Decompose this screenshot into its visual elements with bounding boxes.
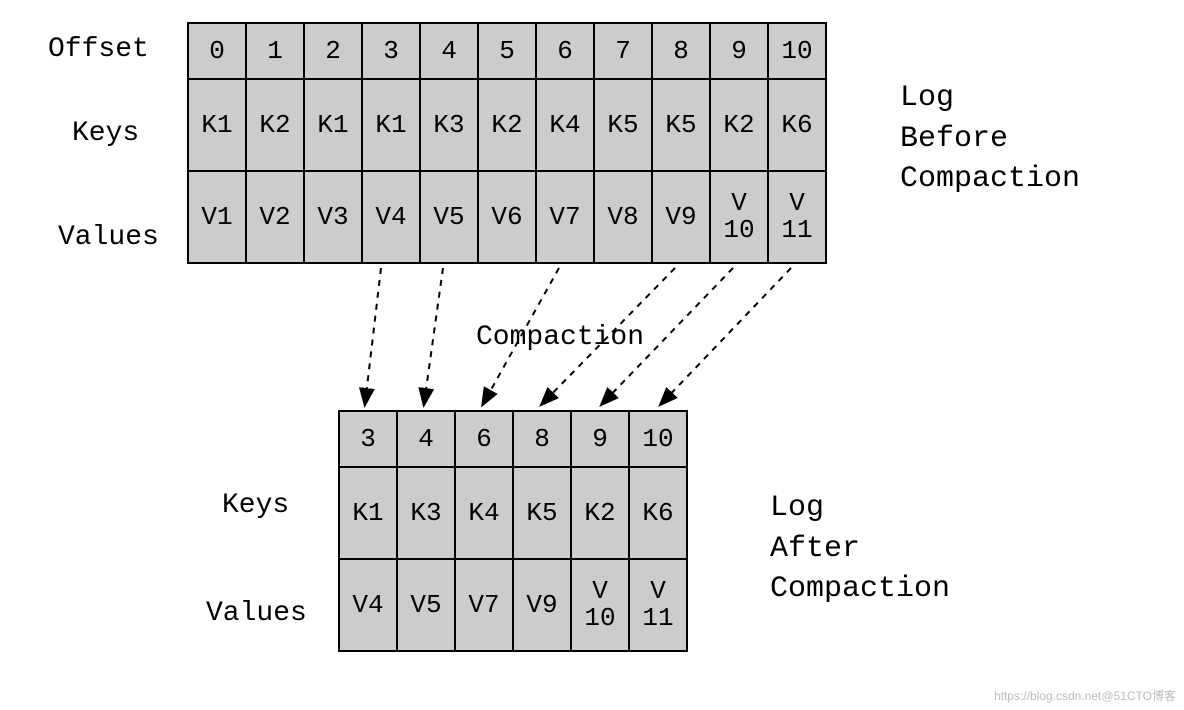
row-offsets: 012345678910 xyxy=(188,23,826,79)
table-cell: V9 xyxy=(652,171,710,263)
table-cell: 1 xyxy=(246,23,304,79)
table-cell: K1 xyxy=(188,79,246,171)
label-keys-top: Keys xyxy=(72,118,139,149)
table-cell: K5 xyxy=(594,79,652,171)
label-log-after: Log After Compaction xyxy=(770,488,950,610)
table-cell: K1 xyxy=(339,467,397,559)
text-line: After xyxy=(770,532,860,566)
table-cell: K6 xyxy=(768,79,826,171)
label-compaction: Compaction xyxy=(476,322,644,353)
table-cell: K4 xyxy=(536,79,594,171)
label-values-bottom: Values xyxy=(206,598,307,629)
table-cell: K5 xyxy=(513,467,571,559)
table-cell: K5 xyxy=(652,79,710,171)
table-cell: K2 xyxy=(478,79,536,171)
arrow xyxy=(365,268,381,404)
table-cell: V5 xyxy=(420,171,478,263)
table-cell: 4 xyxy=(420,23,478,79)
table-cell: V4 xyxy=(339,559,397,651)
table-cell: V11 xyxy=(629,559,687,651)
text-line: Log xyxy=(770,491,824,525)
table-cell: 3 xyxy=(362,23,420,79)
table-cell: V9 xyxy=(513,559,571,651)
table-cell: K2 xyxy=(710,79,768,171)
row-values: V4V5V7V9V10V11 xyxy=(339,559,687,651)
table-cell: K1 xyxy=(304,79,362,171)
log-before-table: 012345678910 K1K2K1K1K3K2K4K5K5K2K6 V1V2… xyxy=(187,22,827,264)
table-cell: V10 xyxy=(571,559,629,651)
table-cell: V5 xyxy=(397,559,455,651)
table-cell: K6 xyxy=(629,467,687,559)
arrow xyxy=(424,268,443,404)
table-cell: 5 xyxy=(478,23,536,79)
row-keys: K1K2K1K1K3K2K4K5K5K2K6 xyxy=(188,79,826,171)
table-cell: V6 xyxy=(478,171,536,263)
table-cell: K3 xyxy=(420,79,478,171)
table-cell: K2 xyxy=(571,467,629,559)
text-line: Compaction xyxy=(770,572,950,606)
table-cell: 6 xyxy=(455,411,513,467)
table-cell: 7 xyxy=(594,23,652,79)
table-cell: 8 xyxy=(652,23,710,79)
table-cell: 4 xyxy=(397,411,455,467)
table-cell: 8 xyxy=(513,411,571,467)
table-cell: K4 xyxy=(455,467,513,559)
table-cell: V7 xyxy=(455,559,513,651)
table-cell: V3 xyxy=(304,171,362,263)
table-cell: 10 xyxy=(629,411,687,467)
table-cell: K1 xyxy=(362,79,420,171)
table-cell: 9 xyxy=(571,411,629,467)
table-cell: V8 xyxy=(594,171,652,263)
table-cell: K2 xyxy=(246,79,304,171)
log-after-table: 3468910 K1K3K4K5K2K6 V4V5V7V9V10V11 xyxy=(338,410,688,652)
table-cell: V1 xyxy=(188,171,246,263)
table-cell: V7 xyxy=(536,171,594,263)
table-cell: 6 xyxy=(536,23,594,79)
table-cell: V2 xyxy=(246,171,304,263)
table-cell: 9 xyxy=(710,23,768,79)
table-cell: V10 xyxy=(710,171,768,263)
row-values: V1V2V3V4V5V6V7V8V9V10V11 xyxy=(188,171,826,263)
table-cell: 2 xyxy=(304,23,362,79)
label-offset: Offset xyxy=(48,34,149,65)
label-values-top: Values xyxy=(58,222,159,253)
arrow xyxy=(661,268,791,404)
table-cell: 3 xyxy=(339,411,397,467)
watermark: https://blog.csdn.net@51CTO博客 xyxy=(994,687,1176,704)
table-cell: 0 xyxy=(188,23,246,79)
text-line: Compaction xyxy=(900,162,1080,196)
table-cell: 10 xyxy=(768,23,826,79)
label-keys-bottom: Keys xyxy=(222,490,289,521)
text-line: Before xyxy=(900,122,1008,156)
text-line: Log xyxy=(900,81,954,115)
table-cell: K3 xyxy=(397,467,455,559)
row-keys: K1K3K4K5K2K6 xyxy=(339,467,687,559)
table-cell: V4 xyxy=(362,171,420,263)
label-log-before: Log Before Compaction xyxy=(900,78,1080,200)
row-offsets: 3468910 xyxy=(339,411,687,467)
table-cell: V11 xyxy=(768,171,826,263)
